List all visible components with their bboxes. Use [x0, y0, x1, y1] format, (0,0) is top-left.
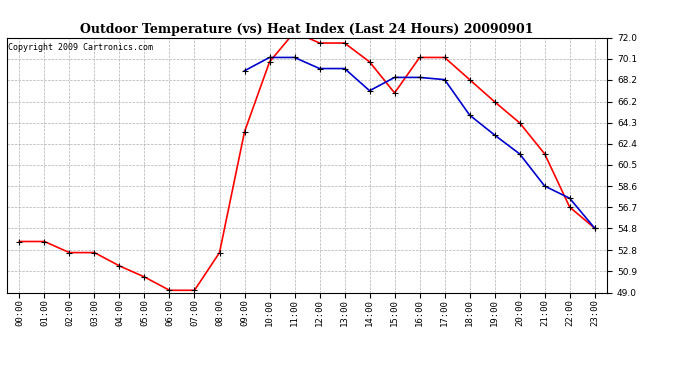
- Text: Copyright 2009 Cartronics.com: Copyright 2009 Cartronics.com: [8, 43, 153, 52]
- Title: Outdoor Temperature (vs) Heat Index (Last 24 Hours) 20090901: Outdoor Temperature (vs) Heat Index (Las…: [80, 23, 534, 36]
